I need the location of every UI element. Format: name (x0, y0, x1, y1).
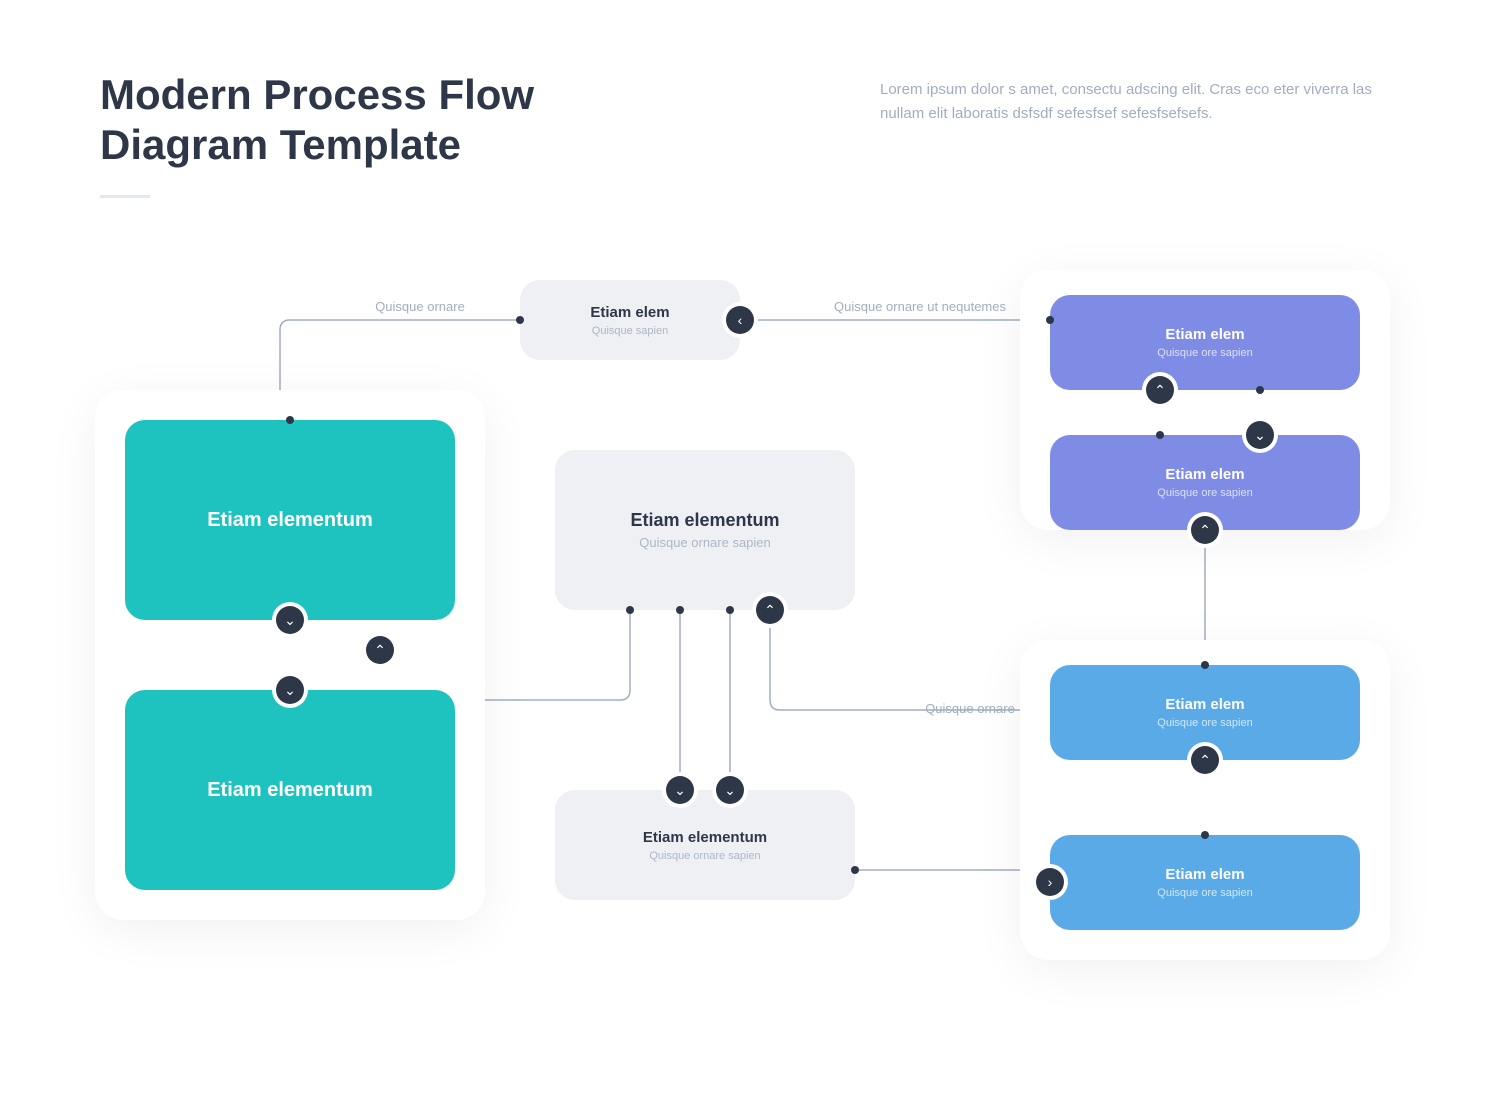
connector-dot (1256, 386, 1264, 394)
connector-dot (516, 316, 524, 324)
badge-mid1-up-icon: ⌃ (756, 596, 784, 624)
lbl-2: Quisque ornare ut nequtemes (830, 298, 1010, 316)
connector-dot (286, 416, 294, 424)
badge-purple2-bot-icon: ⌃ (1191, 516, 1219, 544)
connector-dot (726, 606, 734, 614)
badge-blue-up-icon: ⌃ (1191, 746, 1219, 774)
badge-teal-up-icon: ⌃ (366, 636, 394, 664)
node-subtitle: Quisque ornare sapien (649, 850, 760, 862)
node-teal-1: Etiam elementum (125, 420, 455, 620)
badge-teal2-top-icon: ⌄ (276, 676, 304, 704)
diagram-canvas: Etiam elemQuisque sapienEtiam elementumE… (0, 0, 1500, 1119)
connector-dot (1201, 661, 1209, 669)
lbl-3: Quisque ornare (880, 700, 1060, 718)
node-teal-2: Etiam elementum (125, 690, 455, 890)
node-subtitle: Quisque ore sapien (1157, 887, 1252, 899)
connector-dot (1201, 831, 1209, 839)
node-subtitle: Quisque ore sapien (1157, 487, 1252, 499)
node-mid-gray-1: Etiam elementum Quisque ornare sapien (555, 450, 855, 610)
node-purple-1: Etiam elem Quisque ore sapien (1050, 295, 1360, 390)
connector-dot (626, 606, 634, 614)
badge-top-right-icon: ‹ (726, 306, 754, 334)
lbl-1: Quisque ornare (330, 298, 510, 316)
node-title: Etiam elem (590, 304, 669, 321)
badge-purple-up-icon: ⌃ (1146, 376, 1174, 404)
badge-mid2-d1-icon: ⌄ (666, 776, 694, 804)
badge-teal1-bottom-icon: ⌄ (276, 606, 304, 634)
node-subtitle: Quisque sapien (592, 325, 668, 337)
node-title: Etiam elem (1165, 696, 1244, 713)
connector-line (770, 610, 1050, 710)
node-title: Etiam elementum (207, 779, 373, 802)
node-subtitle: Quisque ore sapien (1157, 717, 1252, 729)
node-subtitle: Quisque ornare sapien (639, 535, 771, 550)
badge-purple-dn-icon: ⌄ (1246, 421, 1274, 449)
node-title: Etiam elementum (207, 509, 373, 532)
badge-blue2-left-icon: › (1036, 868, 1064, 896)
node-blue-2: Etiam elem Quisque ore sapien (1050, 835, 1360, 930)
node-title: Etiam elementum (630, 510, 779, 531)
node-subtitle: Quisque ore sapien (1157, 347, 1252, 359)
connector-dot (1046, 316, 1054, 324)
node-title: Etiam elem (1165, 866, 1244, 883)
connector-dot (676, 606, 684, 614)
connector-dot (851, 866, 859, 874)
node-title: Etiam elem (1165, 466, 1244, 483)
connector-dot (1156, 431, 1164, 439)
badge-mid2-d2-icon: ⌄ (716, 776, 744, 804)
node-mid-gray-2: Etiam elementum Quisque ornare sapien (555, 790, 855, 900)
node-title: Etiam elem (1165, 326, 1244, 343)
node-title: Etiam elementum (643, 829, 767, 846)
node-top-gray: Etiam elem Quisque sapien (520, 280, 740, 360)
